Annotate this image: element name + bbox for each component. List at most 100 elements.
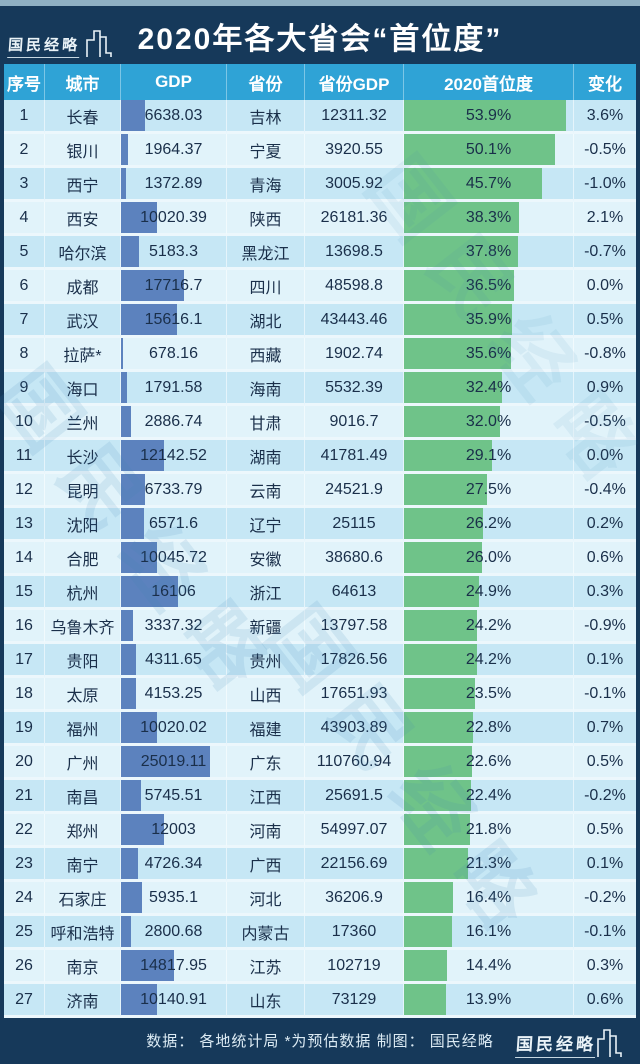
cell-value: 海南 [249,381,282,399]
cell-city: 乌鲁木齐 [45,610,121,644]
gdp-bar [121,712,157,743]
cell-prov-gdp: 9016.7 [305,406,404,440]
cell-province: 安徽 [227,542,305,576]
cell-gdp: 1372.89 [121,168,227,202]
cell-value: 36.5% [465,276,512,294]
cell-primacy: 26.0% [404,542,574,576]
cell-gdp: 4153.25 [121,678,227,712]
cell-value: 24 [15,888,33,906]
cell-gdp: 6733.79 [121,474,227,508]
primacy-bar [404,644,477,675]
primacy-bar [404,406,501,437]
cell-value: 黑龙江 [241,245,290,263]
cell-province: 河北 [227,882,305,916]
cell-change: 0.0% [574,440,636,474]
primacy-bar [404,440,492,471]
gdp-bar [121,406,132,437]
cell-value: -0.8% [584,344,626,362]
cell-city: 昆明 [45,474,121,508]
cell-value: 38.3% [465,208,512,226]
cell-value: 26.2% [465,514,512,532]
cell-value: 1964.37 [144,140,203,158]
cell-value: 17826.56 [320,650,388,668]
cell-prov-gdp: 25115 [305,508,404,542]
cell-gdp: 5745.51 [121,780,227,814]
cell-city: 哈尔滨 [45,236,121,270]
cell-value: 45.7% [465,174,512,192]
cell-value: -0.2% [584,888,626,906]
cell-province: 湖北 [227,304,305,338]
cell-no: 4 [4,202,45,236]
cell-prov-gdp: 41781.49 [305,440,404,474]
gdp-bar [121,848,138,879]
cell-prov-gdp: 36206.9 [305,882,404,916]
cell-province: 河南 [227,814,305,848]
cell-value: 6638.03 [144,106,203,124]
cell-value: 32.0% [465,412,512,430]
cell-change: 0.5% [574,814,636,848]
table-row: 11 长沙 12142.52 湖南 41781.49 29.1% 0.0% [4,440,636,474]
column-header-province: 省份 [227,64,305,100]
cell-value: 湖南 [249,449,282,467]
cell-city: 西安 [45,202,121,236]
cell-value: 成都 [66,279,99,297]
cell-primacy: 32.4% [404,372,574,406]
cell-primacy: 16.1% [404,916,574,950]
cell-value: 南宁 [66,857,99,875]
cell-value: 23 [15,854,33,872]
cell-gdp: 10020.39 [121,202,227,236]
cell-no: 24 [4,882,45,916]
primacy-bar [404,950,448,981]
cell-value: 南昌 [66,789,99,807]
cell-change: -1.0% [574,168,636,202]
cell-prov-gdp: 24521.9 [305,474,404,508]
cell-no: 15 [4,576,45,610]
table-row: 15 杭州 16106 浙江 64613 24.9% 0.3% [4,576,636,610]
gdp-bar [121,882,143,913]
table-row: 21 南昌 5745.51 江西 25691.5 22.4% -0.2% [4,780,636,814]
cell-province: 云南 [227,474,305,508]
cell-value: 29.1% [465,446,512,464]
cell-value: 10140.91 [140,990,207,1008]
cell-value: 1372.89 [144,174,203,192]
cell-no: 6 [4,270,45,304]
gdp-bar [121,338,124,369]
cell-change: 0.1% [574,848,636,882]
cell-value: 0.5% [586,310,624,328]
cell-gdp: 14817.95 [121,950,227,984]
cell-value: 6 [19,276,29,294]
table-row: 5 哈尔滨 5183.3 黑龙江 13698.5 37.8% -0.7% [4,236,636,270]
table-body: 国民经略 国民经略 国民经略 1长春6638.03吉林12311.3253.9%… [0,100,640,1018]
cell-value: 8 [19,344,29,362]
cell-change: 0.0% [574,270,636,304]
gdp-bar [121,610,133,641]
cell-value: 海口 [66,381,99,399]
cell-value: 26181.36 [320,208,388,226]
primacy-bar [404,848,469,879]
cell-gdp: 4726.34 [121,848,227,882]
cell-value: 新疆 [249,619,282,637]
cell-value: 0.3% [586,956,624,974]
table-row: 27 济南 10140.91 山东 73129 13.9% 0.6% [4,984,636,1018]
cell-value: 23.5% [465,684,512,702]
cell-value: 广东 [249,755,282,773]
cell-value: 银川 [66,143,99,161]
cell-prov-gdp: 48598.8 [305,270,404,304]
cell-city: 成都 [45,270,121,304]
cell-value: 15616.1 [144,310,203,328]
footer-logo-text: 国民经略 [515,1030,597,1058]
cell-value: 17360 [331,922,377,940]
cell-primacy: 45.7% [404,168,574,202]
cell-gdp: 5935.1 [121,882,227,916]
gdp-bar [121,100,145,131]
cell-value: 14 [15,548,33,566]
table-row: 4 西安 10020.39 陕西 26181.36 38.3% 2.1% [4,202,636,236]
cell-province: 新疆 [227,610,305,644]
cell-prov-gdp: 54997.07 [305,814,404,848]
cell-prov-gdp: 13698.5 [305,236,404,270]
cell-prov-gdp: 38680.6 [305,542,404,576]
cell-change: -0.5% [574,406,636,440]
cell-value: 0.9% [586,378,624,396]
cell-no: 27 [4,984,45,1018]
gdp-bar [121,644,137,675]
